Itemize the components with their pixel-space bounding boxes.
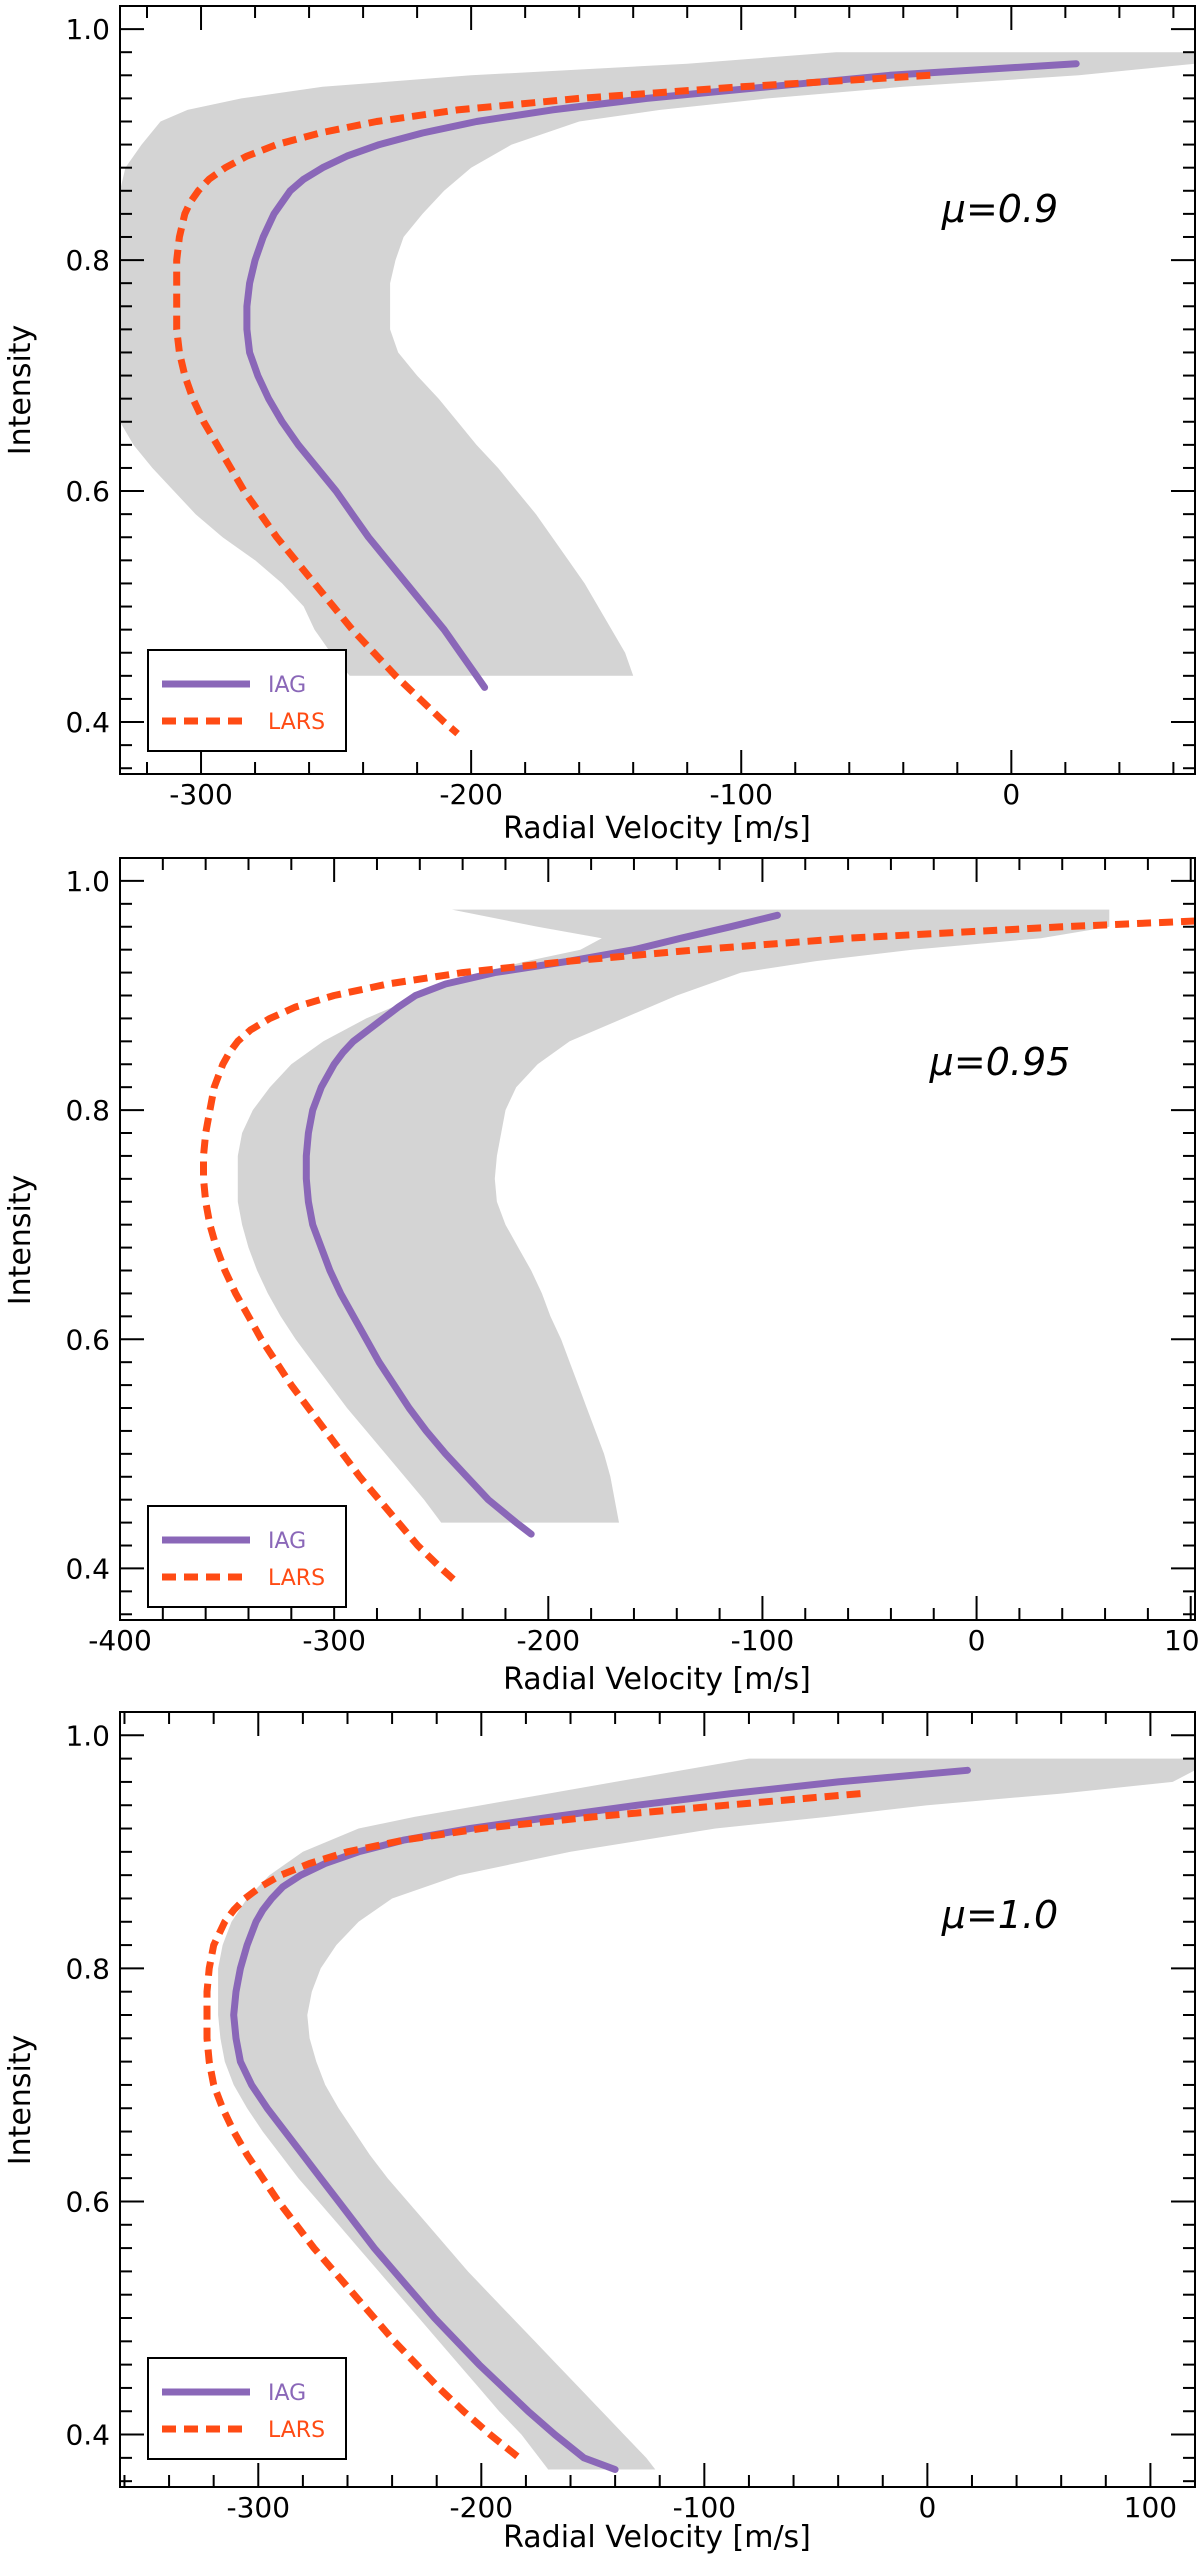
spread-band	[120, 52, 1195, 676]
legend-label-lars: LARS	[268, 2418, 325, 2443]
y-tick-label: 0.6	[65, 2185, 110, 2218]
y-tick-label: 0.8	[65, 244, 110, 277]
panel-label: μ=0.9	[941, 187, 1058, 231]
tick-layer: -300 -200 -100 0 100 0.4 0.6 0.8 1.0	[65, 1711, 1196, 2524]
legend-box	[147, 1505, 347, 1608]
panel-mu-0.9: -300 -200 -100 0 0.4 0.6 0.8 1.0 μ=0.9 Radial V…	[3, 5, 1196, 846]
plot-frame	[119, 857, 1196, 1621]
y-axis-label: Intensity	[3, 2035, 38, 2166]
x-tick-label: -100	[731, 1624, 795, 1657]
panel-mu-1.0: -300 -200 -100 0 100 0.4 0.6 0.8 1.0 μ=1.0 Radia…	[3, 1711, 1196, 2555]
y-tick-label: 0.8	[65, 1952, 110, 1985]
band-layer	[120, 52, 1195, 676]
plot-frame	[119, 5, 1196, 775]
y-tick-label: 0.4	[65, 1552, 110, 1585]
legend: IAG LARS	[147, 649, 347, 752]
series-layer	[200, 911, 1196, 1583]
y-axis-label: Intensity	[3, 325, 38, 456]
legend-label-lars: LARS	[268, 1566, 325, 1591]
legend: IAG LARS	[147, 2357, 347, 2460]
x-tick-label: 100	[1124, 2491, 1177, 2524]
legend-label-lars: LARS	[268, 710, 325, 735]
spread-band	[237, 909, 1110, 1523]
legend-box	[147, 649, 347, 752]
x-tick-label: -300	[169, 778, 233, 811]
band-layer	[237, 909, 1110, 1523]
band-layer	[218, 1758, 1196, 2470]
legend-label-iag: IAG	[268, 2381, 306, 2406]
x-tick-label: -200	[439, 778, 503, 811]
legend-label-iag: IAG	[268, 673, 306, 698]
y-tick-label: 0.8	[65, 1094, 110, 1127]
x-tick-label: -200	[450, 2491, 514, 2524]
y-tick-label: 0.4	[65, 2419, 110, 2452]
legend-box	[147, 2357, 347, 2460]
y-tick-label: 0.4	[65, 706, 110, 739]
plot-frame	[119, 1711, 1196, 2488]
x-tick-label: 0	[918, 2491, 936, 2524]
x-tick-label: 0	[968, 1624, 986, 1657]
y-tick-label: 0.6	[65, 475, 110, 508]
series-line-lars	[203, 1790, 861, 2461]
y-tick-label: 1.0	[65, 1719, 110, 1752]
series-line-iag	[302, 911, 781, 1538]
spread-band	[218, 1758, 1196, 2470]
panel-label: μ=0.95	[929, 1040, 1071, 1084]
panel-label: μ=1.0	[941, 1893, 1058, 1937]
x-tick-label: -200	[517, 1624, 581, 1657]
series-line-iag	[243, 60, 1080, 691]
x-axis-label: Radial Velocity [m/s]	[503, 811, 811, 846]
series-line-lars	[200, 917, 1196, 1583]
y-tick-label: 1.0	[65, 13, 110, 46]
x-tick-label: 0	[1002, 778, 1020, 811]
legend: IAG LARS	[147, 1505, 347, 1608]
x-axis-label: Radial Velocity [m/s]	[503, 1662, 811, 1697]
y-axis-label: Intensity	[3, 1175, 38, 1306]
x-tick-label: -400	[88, 1624, 152, 1657]
x-tick-label: -300	[227, 2491, 291, 2524]
x-tick-label: -300	[302, 1624, 366, 1657]
y-tick-label: 0.6	[65, 1323, 110, 1356]
tick-layer: -300 -200 -100 0 0.4 0.6 0.8 1.0	[65, 5, 1195, 811]
legend-label-iag: IAG	[268, 1529, 306, 1554]
series-layer	[203, 1766, 971, 2473]
x-tick-label: 100	[1164, 1624, 1200, 1657]
x-tick-label: -100	[673, 2491, 737, 2524]
x-axis-label: Radial Velocity [m/s]	[503, 2520, 811, 2555]
x-tick-label: -100	[709, 778, 773, 811]
series-layer	[173, 60, 1080, 737]
y-tick-label: 1.0	[65, 865, 110, 898]
series-line-lars	[173, 71, 931, 737]
